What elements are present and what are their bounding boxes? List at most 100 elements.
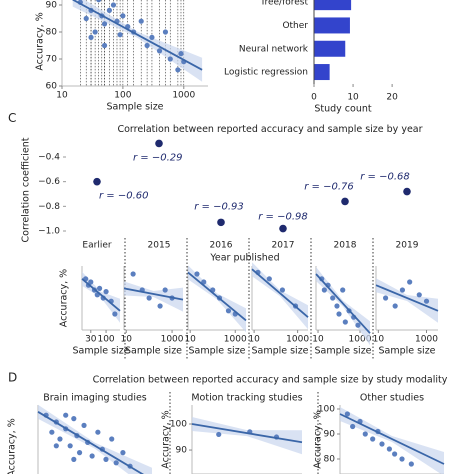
value-label: r = −0.98 <box>258 212 308 223</box>
data-point <box>156 48 163 54</box>
x-axis-label: Sample size <box>125 346 182 357</box>
x-tick-label: 10 <box>347 93 359 103</box>
data-point <box>266 276 272 282</box>
data-point <box>355 322 361 328</box>
data-point <box>379 441 385 447</box>
y-tick-label: 90 <box>46 1 58 11</box>
value-label: r = −0.93 <box>194 201 244 212</box>
x-tick-label: 10 <box>373 335 385 345</box>
data-point <box>109 436 115 442</box>
fit-line <box>339 413 445 465</box>
data-point <box>71 456 77 462</box>
data-point <box>279 287 286 293</box>
data-point <box>344 411 350 417</box>
data-point <box>103 289 109 295</box>
data-point <box>101 21 108 27</box>
data-point <box>120 13 126 19</box>
data-point <box>96 285 103 291</box>
fit-line <box>37 411 145 474</box>
category-label: Neural network <box>239 44 309 54</box>
data-point <box>167 56 173 62</box>
x-axis-label: Year published <box>209 253 279 264</box>
data-point <box>88 279 94 285</box>
value-label: r = −0.29 <box>133 152 183 163</box>
data-point <box>216 431 222 438</box>
y-tick-label: 60 <box>46 82 58 92</box>
x-tick-label: 2015 <box>148 241 171 251</box>
fit-line <box>251 268 309 318</box>
subplot-title: Other studies <box>360 393 424 404</box>
x-tick-label: 10 <box>56 91 68 101</box>
fit-line <box>123 287 184 301</box>
x-tick-label: 100 <box>97 335 114 345</box>
x-tick-label: 1000 <box>415 335 438 345</box>
y-tick-label: 100 <box>170 420 187 430</box>
y-tick-label: −0.8 <box>38 202 60 212</box>
category-label: Tree/forest <box>259 0 308 8</box>
data-point <box>112 311 118 317</box>
data-point <box>382 295 389 301</box>
x-tick-label: 10 <box>248 335 260 345</box>
data-point <box>120 450 126 456</box>
confidence-band <box>192 417 302 455</box>
data-point <box>130 271 136 277</box>
y-axis-label: Accuracy, % <box>7 418 18 474</box>
data-point <box>194 271 200 277</box>
y-tick-label: 80 <box>46 28 58 38</box>
data-point <box>110 2 117 8</box>
confidence-band <box>252 262 308 330</box>
panel-title: Correlation between reported accuracy an… <box>93 375 448 386</box>
x-tick-label: 2019 <box>396 241 419 251</box>
bar <box>314 40 346 57</box>
data-point <box>350 423 356 430</box>
y-axis-label: Accuracy, % <box>59 269 70 327</box>
data-point <box>362 431 368 437</box>
x-tick-label: Earlier <box>82 241 111 251</box>
data-point <box>330 295 336 301</box>
data-point <box>95 429 101 435</box>
y-axis-label: Correlation coefficient <box>21 137 32 242</box>
bar <box>314 0 352 11</box>
data-point <box>392 451 398 457</box>
category-label: Other <box>282 21 308 31</box>
y-tick-label: 70 <box>46 55 58 65</box>
y-tick-label: 90 <box>176 446 188 456</box>
data-point <box>370 436 376 442</box>
category-label: Logistic regression <box>224 68 308 78</box>
value-label: r = −0.60 <box>99 191 149 202</box>
data-point <box>49 429 55 435</box>
data-point <box>279 224 287 233</box>
data-point <box>321 287 327 293</box>
bar <box>314 64 330 81</box>
data-point <box>399 287 406 293</box>
data-point <box>76 450 83 456</box>
data-point <box>53 443 59 449</box>
data-point <box>71 416 77 422</box>
x-tick-label: 1000 <box>349 335 372 345</box>
fit-line <box>375 284 439 312</box>
y-tick-label: −1.0 <box>38 227 60 237</box>
data-point <box>178 51 184 57</box>
data-point <box>146 295 152 301</box>
fit-line <box>191 423 303 444</box>
data-point <box>408 461 414 467</box>
x-tick-label: 2017 <box>272 241 295 251</box>
data-point <box>403 187 411 196</box>
confidence-band <box>38 404 152 474</box>
y-axis-label: Accuracy, % <box>161 410 172 468</box>
data-point <box>340 287 346 293</box>
data-point <box>144 42 150 49</box>
confidence-band <box>124 281 183 312</box>
data-point <box>93 177 101 186</box>
x-tick-label: 100 <box>114 91 131 101</box>
data-point <box>157 303 163 309</box>
x-tick-label: 1000 <box>161 335 184 345</box>
data-point <box>342 319 348 325</box>
data-point <box>341 197 349 206</box>
y-tick-label: −0.6 <box>38 177 60 187</box>
data-point <box>89 453 95 459</box>
data-point <box>96 0 102 3</box>
data-point <box>155 139 163 148</box>
data-point <box>149 34 155 41</box>
value-label: r = −0.76 <box>304 181 354 192</box>
